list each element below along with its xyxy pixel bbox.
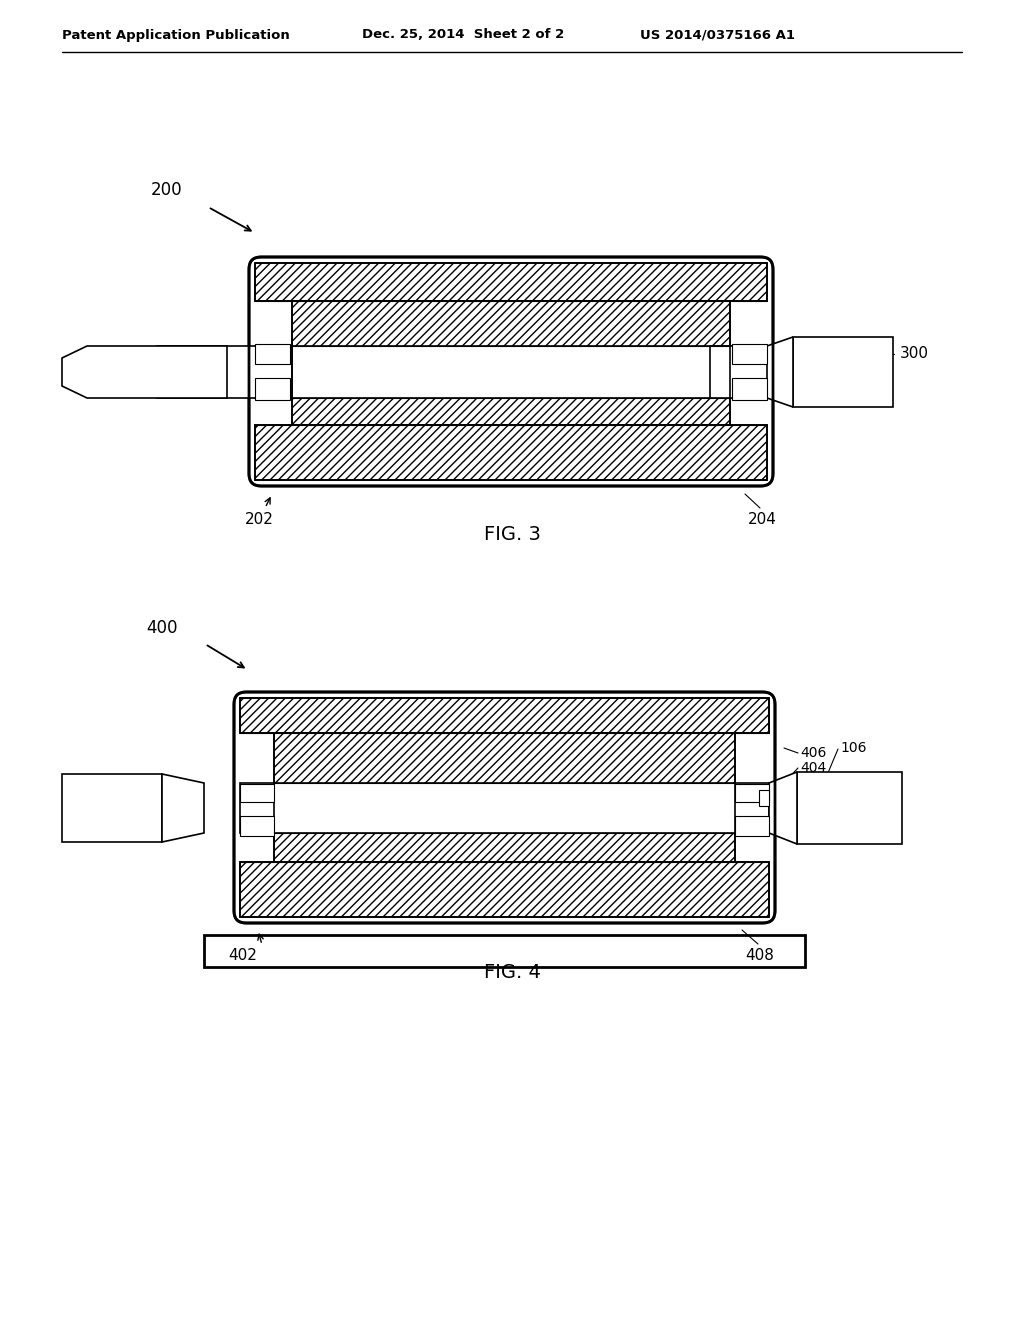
Text: 400: 400: [146, 619, 178, 638]
Text: 202: 202: [245, 512, 273, 527]
Bar: [710, 346, 840, 399]
Text: Patent Application Publication: Patent Application Publication: [62, 29, 290, 41]
Bar: [255, 425, 767, 480]
Bar: [793, 337, 893, 407]
Bar: [735, 784, 769, 803]
Bar: [292, 301, 730, 425]
Bar: [255, 346, 767, 399]
Bar: [255, 345, 290, 364]
Polygon shape: [162, 774, 204, 842]
Text: US 2014/0375166 A1: US 2014/0375166 A1: [640, 29, 795, 41]
Bar: [157, 346, 292, 399]
Bar: [240, 816, 274, 836]
Bar: [62, 774, 162, 842]
FancyBboxPatch shape: [234, 692, 775, 923]
Text: 406: 406: [800, 746, 826, 760]
Bar: [240, 783, 769, 833]
Bar: [240, 698, 769, 733]
Bar: [240, 784, 274, 803]
Text: FIG. 4: FIG. 4: [483, 962, 541, 982]
Polygon shape: [769, 772, 797, 843]
Bar: [735, 816, 769, 836]
Bar: [240, 862, 769, 917]
Bar: [255, 425, 767, 480]
Text: Dec. 25, 2014  Sheet 2 of 2: Dec. 25, 2014 Sheet 2 of 2: [362, 29, 564, 41]
Text: 404: 404: [800, 762, 826, 775]
Bar: [240, 862, 769, 917]
Text: 402: 402: [228, 948, 257, 964]
Text: 200: 200: [151, 181, 182, 199]
Polygon shape: [767, 337, 793, 407]
Text: 204: 204: [748, 512, 777, 527]
Bar: [797, 772, 902, 843]
Bar: [274, 733, 735, 862]
Bar: [292, 301, 730, 425]
FancyBboxPatch shape: [249, 257, 773, 486]
Text: 408: 408: [745, 948, 774, 964]
Bar: [732, 378, 767, 400]
Bar: [732, 345, 767, 364]
Bar: [204, 935, 805, 968]
Text: FIG. 3: FIG. 3: [483, 524, 541, 544]
Bar: [255, 378, 290, 400]
Text: 106: 106: [840, 741, 866, 755]
Polygon shape: [62, 346, 227, 399]
Text: 300: 300: [900, 346, 929, 362]
Bar: [240, 698, 769, 733]
Bar: [255, 263, 767, 301]
Bar: [274, 733, 735, 862]
Bar: [759, 789, 769, 807]
Bar: [255, 263, 767, 301]
